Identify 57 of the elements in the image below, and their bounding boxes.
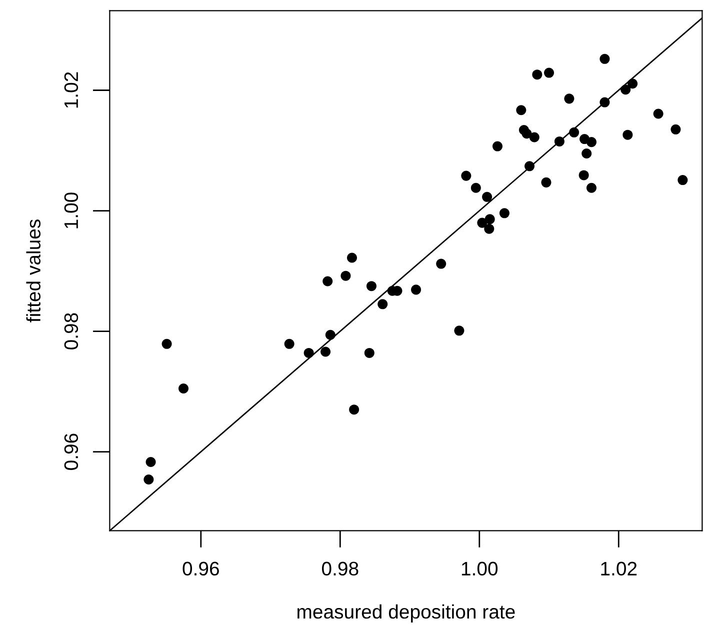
x-tick-label: 0.96 <box>182 562 219 576</box>
x-tick-label: 1.00 <box>462 562 498 576</box>
point <box>532 70 542 80</box>
point <box>516 105 526 116</box>
point <box>653 108 664 119</box>
point <box>586 137 596 148</box>
point <box>304 348 314 358</box>
point <box>622 130 633 140</box>
point <box>569 127 580 138</box>
x-tick-label: 1.02 <box>601 562 637 576</box>
point <box>146 457 156 468</box>
point <box>366 281 376 292</box>
point <box>349 404 360 415</box>
y-tick-label: 0.98 <box>64 313 78 350</box>
point <box>411 284 422 295</box>
point <box>529 132 540 142</box>
point <box>620 84 631 95</box>
point <box>578 170 589 180</box>
point <box>564 94 574 104</box>
point <box>628 78 638 89</box>
point <box>484 224 494 234</box>
point <box>586 182 596 193</box>
point <box>325 330 336 340</box>
point <box>320 346 331 357</box>
point <box>582 148 592 159</box>
point <box>492 141 502 152</box>
y-tick-label: 1.02 <box>64 72 78 108</box>
point <box>600 97 610 108</box>
point <box>178 384 189 394</box>
point <box>554 136 564 146</box>
x-axis-title: measured deposition rate <box>298 604 515 623</box>
point <box>600 54 610 64</box>
point <box>499 208 510 218</box>
point <box>340 270 351 281</box>
point <box>461 170 472 181</box>
point <box>541 177 552 188</box>
point <box>346 252 357 263</box>
y-tick-label: 0.96 <box>64 434 78 470</box>
point <box>470 182 481 193</box>
point <box>454 326 464 336</box>
point <box>524 161 535 172</box>
point <box>670 124 681 134</box>
point <box>378 299 388 310</box>
point <box>144 474 154 484</box>
point <box>162 338 172 349</box>
point <box>436 258 446 269</box>
y-axis-title: fitted values <box>26 220 41 322</box>
y-tick-label: 1.00 <box>64 192 78 228</box>
point <box>522 128 532 139</box>
point <box>284 338 294 349</box>
point <box>482 192 492 202</box>
point <box>322 276 333 286</box>
point <box>544 68 554 78</box>
point <box>484 214 495 224</box>
x-tick-label: 0.98 <box>322 562 358 576</box>
point <box>364 348 374 358</box>
point <box>678 175 688 186</box>
